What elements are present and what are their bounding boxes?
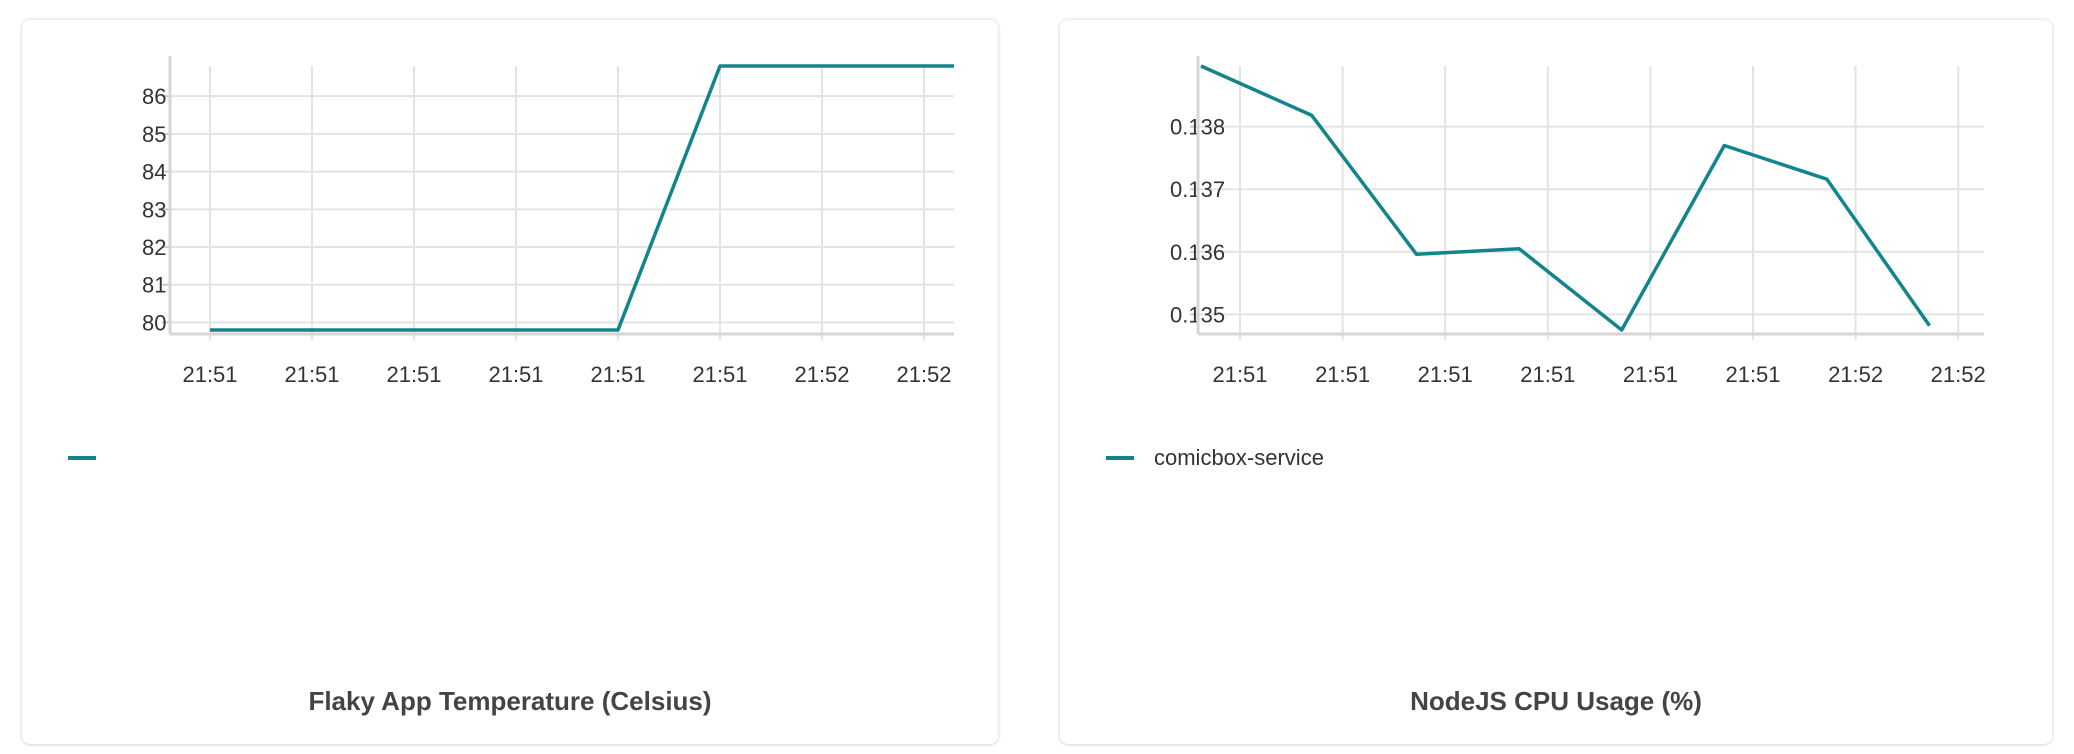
x-tick-label: 21:52 [896,362,951,387]
x-tick-label: 21:51 [488,362,543,387]
x-tick-label: 21:51 [1418,362,1473,387]
legend-swatch [1106,456,1134,460]
x-tick-label: 21:51 [1212,362,1267,387]
y-tick-label: 86 [142,84,166,109]
series-line [1200,64,1931,332]
x-tick-label: 21:51 [1623,362,1678,387]
series-line [210,64,954,332]
x-tick-label: 21:52 [1931,362,1986,387]
x-tick-label: 21:51 [284,362,339,387]
x-tick-label: 21:51 [1725,362,1780,387]
cpu-legend[interactable]: comicbox-service [1106,438,1324,478]
x-tick-label: 21:52 [1828,362,1883,387]
y-tick-label: 81 [142,273,166,298]
x-tick-label: 21:51 [386,362,441,387]
y-tick-label: 80 [142,310,166,335]
chart-card-temperature: 80 81 82 83 84 85 86 21:51 21:51 21:51 21:51 21:51 2… [22,20,998,744]
x-tick-label: 21:51 [590,362,645,387]
legend-swatch [68,456,96,460]
y-tick-label: 84 [142,160,166,185]
temperature-legend[interactable] [68,438,116,478]
x-tick-label: 21:51 [182,362,237,387]
y-tick-label: 82 [142,235,166,260]
legend-label: comicbox-service [1154,445,1324,470]
x-tick-label: 21:51 [1520,362,1575,387]
temperature-line-chart: 80 81 82 83 84 85 86 21:51 21:51 21:51 21:51 21:51 2… [142,56,954,387]
cpu-line-chart: 0.1350.1360.1370.13821:5121:5121:5121:51… [1170,56,1986,387]
x-tick-label: 21:51 [1315,362,1370,387]
y-tick-label: 83 [142,197,166,222]
x-tick-label: 21:51 [692,362,747,387]
chart-title: Flaky App Temperature (Celsius) [308,686,712,716]
chart-title: NodeJS CPU Usage (%) [1410,686,1702,716]
chart-card-cpu: 0.1350.1360.1370.13821:5121:5121:5121:51… [1060,20,2052,744]
y-tick-label: 85 [142,122,166,147]
x-tick-label: 21:52 [794,362,849,387]
